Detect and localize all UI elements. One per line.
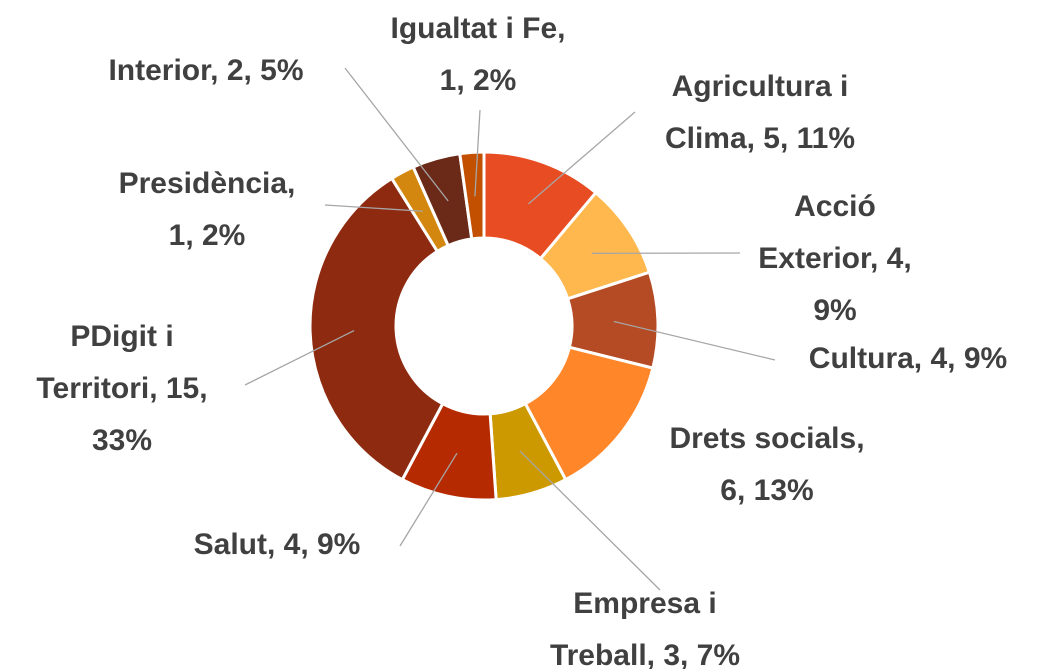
leader-line [344, 67, 449, 202]
label-line: Agricultura i [672, 70, 849, 103]
label-line: PDigit i [70, 320, 173, 353]
label-line: Exterior, 4, [758, 242, 911, 275]
label-line: Clima, 5, 11% [665, 122, 855, 155]
label-line: 1, 2% [169, 219, 246, 252]
label-line: 1, 2% [440, 64, 517, 97]
donut-slice [308, 176, 445, 482]
label-line: Drets socials, [669, 422, 864, 455]
leader-line [519, 450, 661, 591]
label-line: Acció [794, 190, 876, 223]
label-line: Interior, 2, 5% [108, 54, 303, 87]
data-label: Presidència, 1, 2% [119, 167, 296, 252]
label-line: 9% [813, 294, 856, 327]
data-label: Empresa i Treball, 3, 7% [550, 587, 740, 669]
label-line: Presidència, [119, 167, 296, 200]
leader-line [528, 111, 636, 205]
data-label: Drets socials, 6, 13% [669, 422, 864, 507]
label-line: Empresa i [573, 587, 716, 620]
label-line: Treball, 3, 7% [550, 639, 740, 669]
label-line: 33% [92, 424, 152, 457]
leader-line [324, 204, 424, 212]
label-line: Cultura, 4, 9% [809, 342, 1007, 375]
data-label: Acció Exterior, 4, 9% [758, 190, 911, 327]
data-label: Cultura, 4, 9% [809, 342, 1007, 375]
leader-line [244, 329, 355, 386]
data-label: Interior, 2, 5% [108, 54, 303, 87]
leader-line [613, 320, 776, 361]
leader-line [399, 452, 458, 547]
label-line: Igualtat i Fe, [390, 12, 565, 45]
data-label: Agricultura i Clima, 5, 11% [665, 70, 855, 155]
data-label: Salut, 4, 9% [194, 528, 361, 561]
data-label: Igualtat i Fe, 1, 2% [390, 12, 565, 97]
label-line: Salut, 4, 9% [194, 528, 361, 561]
donut-slice [458, 150, 486, 241]
label-line: Territori, 15, [36, 372, 207, 405]
leader-line [474, 109, 481, 197]
data-label: PDigit i Territori, 15, 33% [36, 320, 207, 457]
label-line: 6, 13% [720, 474, 813, 507]
